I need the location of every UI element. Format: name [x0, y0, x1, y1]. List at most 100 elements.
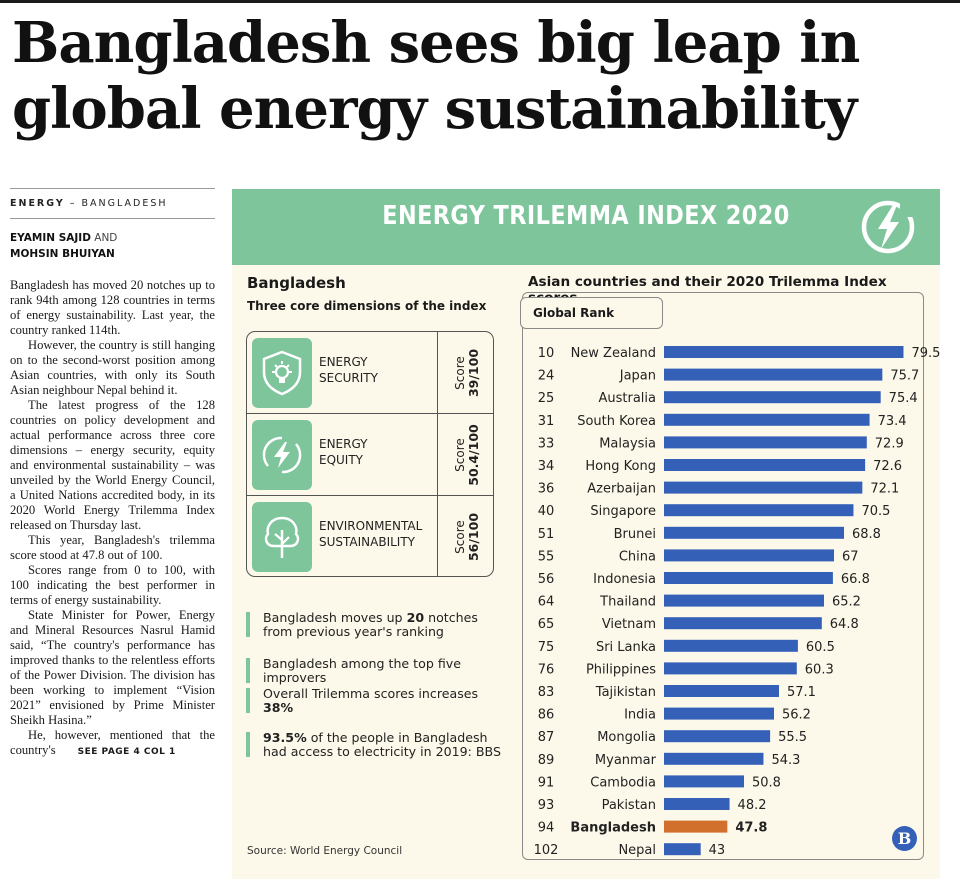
- left-panel-title: Bangladesh: [247, 274, 346, 292]
- byline-and: AND: [90, 232, 118, 244]
- country-label: Malaysia: [599, 436, 656, 451]
- country-label: Philippines: [586, 662, 656, 677]
- country-label: Thailand: [599, 595, 656, 610]
- score-value-label: 75.4: [889, 391, 918, 406]
- dimension-environmental-sustainability: ENVIRONMENTAL SUSTAINABILITY Score 56/10…: [247, 496, 493, 576]
- article-paragraph: This year, Bangladesh's trilemma score s…: [10, 533, 215, 562]
- global-rank-value: 40: [538, 504, 555, 519]
- global-rank-value: 64: [538, 595, 555, 610]
- byline: EYAMIN SAJID AND MOHSIN BHUIYAN: [10, 230, 215, 262]
- country-label: Sri Lanka: [596, 640, 656, 655]
- score-bar: [664, 617, 822, 630]
- global-rank-value: 83: [538, 685, 555, 700]
- score-value-label: 65.2: [832, 595, 861, 610]
- article-paragraph-last: He, however, mentioned that the country'…: [10, 728, 215, 760]
- dimension-label: ENERGY EQUITY: [319, 436, 439, 468]
- score-value-label: 57.1: [787, 685, 816, 700]
- global-rank-value: 56: [538, 572, 555, 587]
- score-bar: [664, 391, 881, 404]
- score-value-label: 79.5: [911, 346, 940, 361]
- score-bar: [664, 526, 845, 539]
- dimension-label: ENVIRONMENTAL SUSTAINABILITY: [319, 518, 439, 550]
- global-rank-value: 87: [538, 730, 555, 745]
- score-bar: [664, 346, 904, 358]
- global-rank-value: 33: [538, 436, 555, 451]
- score-value-label: 60.3: [805, 662, 834, 677]
- country-label: Brunei: [614, 527, 656, 542]
- dimension-label: ENERGY SECURITY: [319, 354, 439, 386]
- fact-electricity-access: 93.5% of the people in Bangladesh had ac…: [246, 731, 508, 758]
- fact-text: Bangladesh moves up: [263, 610, 407, 625]
- fact-text: notches from previous year's ranking: [263, 610, 478, 639]
- score-value-label: 55.5: [778, 730, 807, 745]
- article-paragraph: Bangladesh has moved 20 notches up to ra…: [10, 278, 215, 337]
- country-label: Myanmar: [595, 753, 657, 768]
- score-value-label: 75.7: [890, 369, 919, 384]
- lightning-badge-icon: [861, 200, 916, 254]
- fact-score-increase: Overall Trilemma scores increases 38%: [246, 687, 478, 714]
- score-bar: [664, 481, 863, 494]
- global-rank-value: 94: [538, 821, 555, 836]
- chart-frame: [522, 292, 924, 860]
- shield-bulb-icon: [252, 338, 312, 408]
- score-value-label: 72.1: [870, 482, 899, 497]
- country-label: Mongolia: [597, 730, 656, 745]
- score-bar: [664, 707, 775, 720]
- see-more-link[interactable]: SEE PAGE 4 COL 1: [77, 747, 176, 757]
- score-bar: [664, 459, 866, 471]
- top-rule: [0, 0, 960, 3]
- kicker-region: BANGLADESH: [81, 198, 168, 209]
- author-1: EYAMIN SAJID: [10, 232, 91, 244]
- score-value-label: 72.9: [875, 436, 904, 451]
- score-bar: [664, 368, 883, 381]
- fact-ranking-jump: Bangladesh moves up 20 notches from prev…: [246, 611, 508, 638]
- country-label: Azerbaijan: [587, 482, 656, 497]
- headline-line-1: Bangladesh sees big leap in: [12, 10, 860, 76]
- global-rank-value: 102: [534, 843, 559, 858]
- country-label: Australia: [598, 391, 656, 406]
- dimension-label-line: ENERGY: [319, 437, 368, 451]
- country-label: New Zealand: [571, 346, 656, 361]
- score-value-label: 60.5: [806, 640, 835, 655]
- country-label: Japan: [619, 369, 656, 384]
- country-label: Indonesia: [593, 572, 656, 587]
- global-rank-label: Global Rank: [533, 306, 615, 320]
- global-rank-value: 34: [538, 459, 555, 474]
- article-paragraph: Scores range from 0 to 100, with 100 ind…: [10, 563, 215, 607]
- dimension-label-line: EQUITY: [319, 453, 364, 467]
- country-label: China: [619, 549, 656, 564]
- score-bar: [664, 572, 833, 584]
- publication-logo-icon: B: [892, 826, 917, 851]
- score-value-label: 54.3: [771, 753, 800, 768]
- score-value-label: 43: [709, 843, 726, 858]
- global-rank-value: 36: [538, 482, 555, 497]
- dimensions-box: ENERGY SECURITY Score 39/100 ENERGY: [246, 331, 494, 577]
- fact-top-improvers: Bangladesh among the top five improvers: [246, 657, 508, 684]
- score-bar: [664, 798, 730, 810]
- country-label: Pakistan: [602, 798, 656, 813]
- score-bar: [664, 549, 835, 562]
- country-label: Singapore: [590, 504, 656, 519]
- score-bar: [664, 594, 825, 607]
- score-value-label: 70.5: [861, 504, 890, 519]
- section-kicker: ENERGY – BANGLADESH: [10, 198, 168, 209]
- fact-text: of the people in Bangladesh had access t…: [263, 730, 501, 759]
- score-value-label: 47.8: [735, 821, 767, 836]
- kicker-section: ENERGY: [10, 198, 65, 209]
- fact-text: Overall Trilemma scores increases: [263, 686, 479, 701]
- score-value-label: 64.8: [830, 617, 859, 632]
- banner-title: ENERGY TRILEMMA INDEX 2020: [382, 201, 790, 231]
- kicker-top-rule: [10, 188, 215, 189]
- lightning-circle-icon: [252, 420, 312, 490]
- global-rank-value: 76: [538, 662, 555, 677]
- article-body: Bangladesh has moved 20 notches up to ra…: [10, 278, 215, 760]
- dimension-label-line: ENERGY: [319, 355, 368, 369]
- score-bar: [664, 436, 867, 449]
- global-rank-value: 24: [538, 369, 555, 384]
- author-2: MOHSIN BHUIYAN: [10, 248, 115, 260]
- dimension-label-line: SUSTAINABILITY: [319, 535, 416, 549]
- score-value-label: 68.8: [852, 527, 881, 542]
- article-paragraph: State Minister for Power, Energy and Min…: [10, 608, 215, 727]
- article-paragraph: However, the country is still hanging on…: [10, 338, 215, 397]
- global-rank-value: 75: [538, 640, 555, 655]
